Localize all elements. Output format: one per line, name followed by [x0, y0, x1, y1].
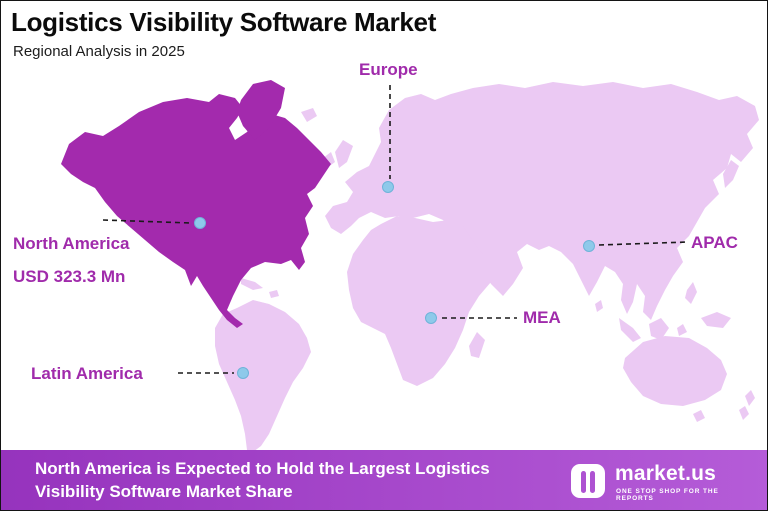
continent-australia: [623, 336, 727, 406]
island-japan: [723, 160, 739, 188]
brand-name: market.us: [615, 462, 717, 485]
marker-north-america: [194, 217, 206, 229]
marker-latin-america: [237, 367, 249, 379]
brand-logo: market.us ONE STOP SHOP FOR THE REPORTS: [569, 460, 759, 504]
continent-eurasia: [325, 82, 759, 320]
island-madagascar: [469, 332, 485, 358]
island-tasmania: [693, 410, 705, 422]
island-new-guinea: [701, 312, 731, 328]
marker-mea: [425, 312, 437, 324]
island-new-zealand-north: [745, 390, 755, 406]
brand-tagline: ONE STOP SHOP FOR THE REPORTS: [616, 488, 719, 502]
island-new-zealand-south: [739, 406, 749, 420]
continent-africa: [347, 216, 503, 386]
island-sumatra: [619, 318, 641, 342]
island-great-britain: [335, 140, 353, 168]
market-us-icon: [571, 464, 605, 498]
island-sulawesi: [677, 324, 687, 336]
region-label-north-america: North America: [13, 234, 130, 253]
leader-line-apac: [598, 241, 689, 246]
marker-europe: [382, 181, 394, 193]
island-borneo: [649, 318, 669, 340]
region-label-apac: APAC: [691, 233, 738, 252]
island-hispaniola: [269, 290, 279, 298]
banner-annotation: North America is Expected to Hold the La…: [35, 457, 490, 503]
region-label-mea: MEA: [523, 308, 561, 327]
leader-line-north-america: [102, 219, 192, 224]
island-philippines: [685, 282, 697, 304]
region-label-latin-america: Latin America: [31, 364, 143, 383]
marker-apac: [583, 240, 595, 252]
page-title: Logistics Visibility Software Market: [11, 7, 437, 37]
banner-annotation-line2: Visibility Software Market Share: [35, 482, 293, 501]
continent-south-america: [215, 300, 311, 452]
bottom-banner: North America is Expected to Hold the La…: [1, 450, 767, 510]
island-greenland-highlighted: [237, 80, 285, 140]
banner-annotation-line1: North America is Expected to Hold the La…: [35, 459, 490, 478]
island-iceland: [301, 108, 317, 122]
region-label-europe: Europe: [359, 60, 418, 79]
island-sri-lanka: [595, 300, 603, 312]
island-cuba: [241, 278, 263, 290]
region-value-north-america: USD 323.3 Mn: [13, 267, 126, 286]
page-subtitle: Regional Analysis in 2025: [13, 43, 185, 60]
continent-north-america-highlighted: [61, 94, 331, 328]
world-map: [61, 80, 759, 452]
